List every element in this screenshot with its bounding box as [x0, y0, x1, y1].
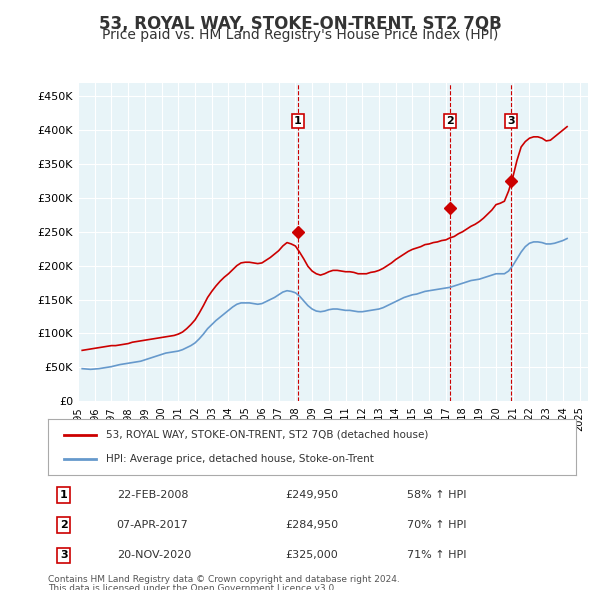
- Text: This data is licensed under the Open Government Licence v3.0.: This data is licensed under the Open Gov…: [48, 584, 337, 590]
- Text: 3: 3: [507, 116, 515, 126]
- Text: Price paid vs. HM Land Registry's House Price Index (HPI): Price paid vs. HM Land Registry's House …: [102, 28, 498, 42]
- Text: 1: 1: [294, 116, 302, 126]
- Text: £284,950: £284,950: [286, 520, 339, 530]
- Text: Contains HM Land Registry data © Crown copyright and database right 2024.: Contains HM Land Registry data © Crown c…: [48, 575, 400, 584]
- Text: 3: 3: [60, 550, 68, 560]
- Text: £325,000: £325,000: [286, 550, 338, 560]
- Text: 70% ↑ HPI: 70% ↑ HPI: [407, 520, 467, 530]
- Text: 1: 1: [60, 490, 68, 500]
- Text: £249,950: £249,950: [286, 490, 339, 500]
- Text: 53, ROYAL WAY, STOKE-ON-TRENT, ST2 7QB (detached house): 53, ROYAL WAY, STOKE-ON-TRENT, ST2 7QB (…: [106, 430, 428, 440]
- Text: 2: 2: [446, 116, 454, 126]
- Text: 22-FEB-2008: 22-FEB-2008: [116, 490, 188, 500]
- Text: HPI: Average price, detached house, Stoke-on-Trent: HPI: Average price, detached house, Stok…: [106, 454, 374, 464]
- Text: 53, ROYAL WAY, STOKE-ON-TRENT, ST2 7QB: 53, ROYAL WAY, STOKE-ON-TRENT, ST2 7QB: [98, 15, 502, 33]
- Text: 20-NOV-2020: 20-NOV-2020: [116, 550, 191, 560]
- Text: 2: 2: [60, 520, 68, 530]
- Text: 07-APR-2017: 07-APR-2017: [116, 520, 188, 530]
- Text: 71% ↑ HPI: 71% ↑ HPI: [407, 550, 467, 560]
- Text: 58% ↑ HPI: 58% ↑ HPI: [407, 490, 467, 500]
